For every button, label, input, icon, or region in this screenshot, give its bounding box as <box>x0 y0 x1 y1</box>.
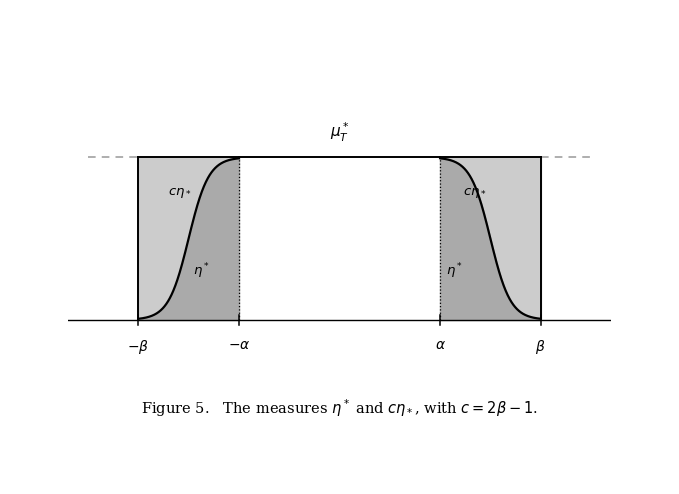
Text: $\eta^*$: $\eta^*$ <box>446 261 463 281</box>
Text: $\mu_T^*$: $\mu_T^*$ <box>329 121 350 144</box>
Text: $c\eta_*$: $c\eta_*$ <box>168 186 191 200</box>
Text: $c\eta_*$: $c\eta_*$ <box>463 186 487 200</box>
Text: Figure 5.   The measures $\eta^*$ and $c\eta_*$, with $c = 2\beta - 1$.: Figure 5. The measures $\eta^*$ and $c\e… <box>141 398 538 419</box>
Text: $-\beta$: $-\beta$ <box>127 338 149 356</box>
Text: $\alpha$: $\alpha$ <box>435 338 445 352</box>
Text: $\eta^*$: $\eta^*$ <box>194 261 210 281</box>
Text: $-\alpha$: $-\alpha$ <box>227 338 250 352</box>
Text: $\beta$: $\beta$ <box>536 338 546 356</box>
